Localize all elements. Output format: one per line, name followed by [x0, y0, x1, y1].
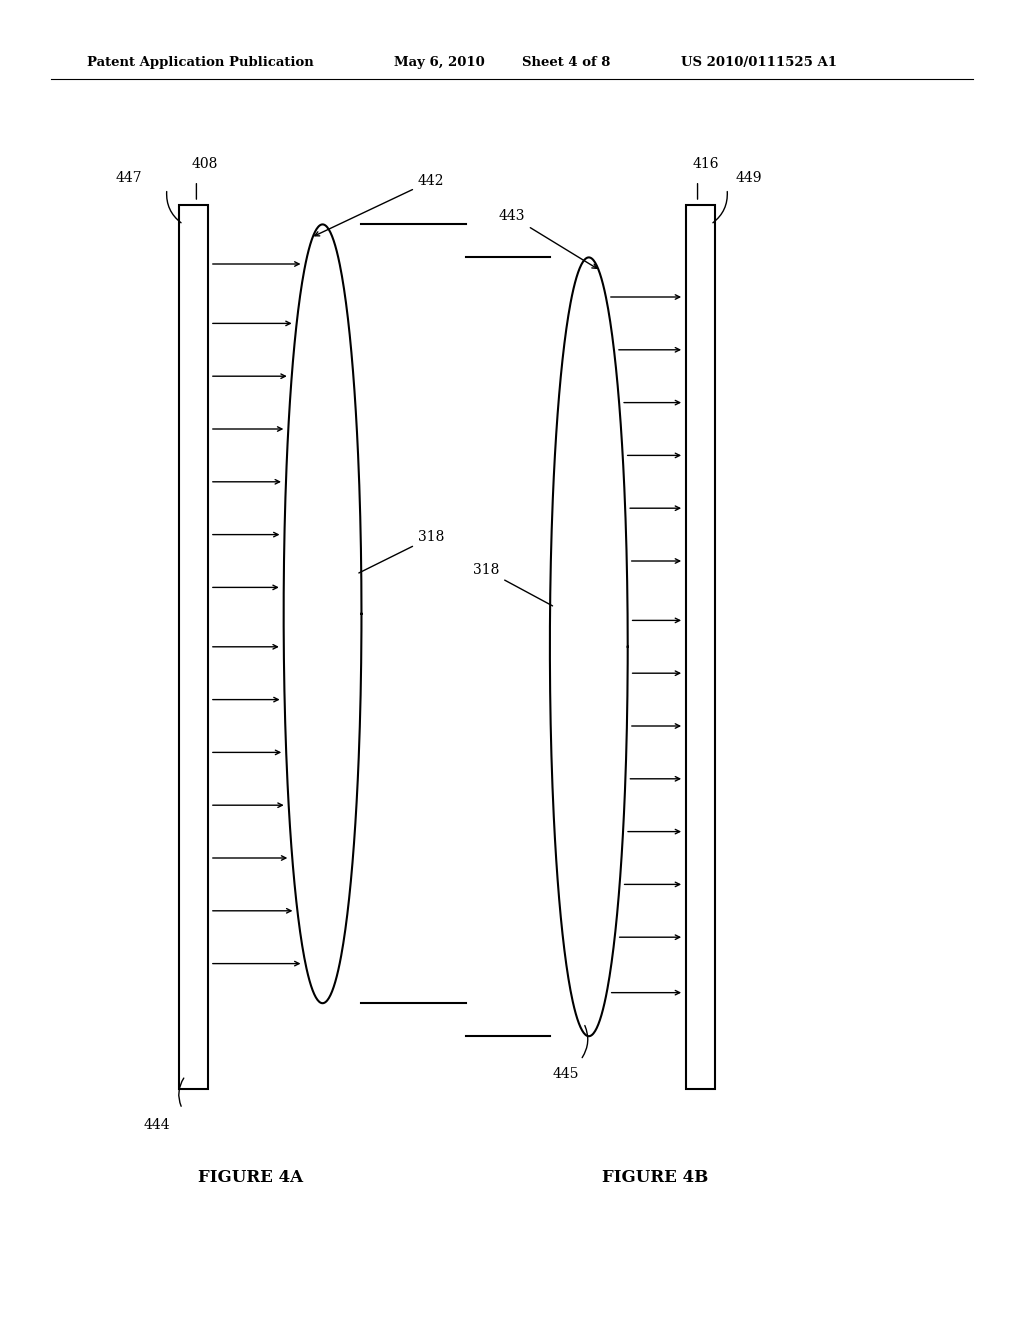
Text: FIGURE 4B: FIGURE 4B	[602, 1170, 709, 1185]
Text: US 2010/0111525 A1: US 2010/0111525 A1	[681, 55, 837, 69]
Text: 445: 445	[553, 1068, 580, 1081]
Text: Sheet 4 of 8: Sheet 4 of 8	[522, 55, 610, 69]
Text: 416: 416	[692, 157, 719, 170]
Bar	[686, 205, 715, 1089]
Text: May 6, 2010: May 6, 2010	[394, 55, 485, 69]
Text: 447: 447	[116, 172, 142, 185]
Text: FIGURE 4A: FIGURE 4A	[199, 1170, 303, 1185]
Bar	[179, 205, 208, 1089]
Text: Patent Application Publication: Patent Application Publication	[87, 55, 313, 69]
Text: 443: 443	[499, 210, 597, 268]
Text: 408: 408	[191, 157, 218, 170]
Text: 318: 318	[473, 564, 553, 606]
Text: 449: 449	[735, 172, 762, 185]
Text: 442: 442	[314, 174, 444, 236]
Text: 444: 444	[143, 1118, 170, 1131]
Text: 318: 318	[358, 531, 444, 573]
